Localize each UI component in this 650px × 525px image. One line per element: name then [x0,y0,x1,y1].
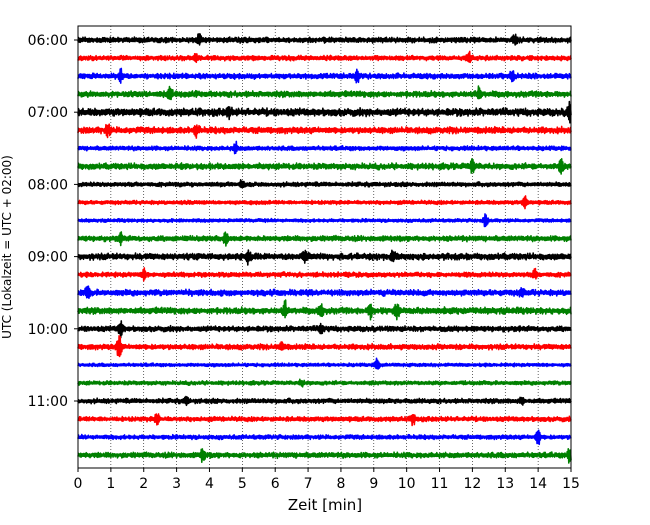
x-tick-label: 12 [463,476,481,492]
trace-row [77,123,572,139]
x-axis-label: Zeit [min] [288,496,362,514]
trace-row [77,195,572,210]
x-tick-label: 9 [369,476,378,492]
trace-row [77,231,572,247]
trace-row [77,299,572,321]
x-tick-label: 6 [271,476,280,492]
trace-row [77,100,572,124]
x-tick-label: 10 [398,476,416,492]
x-tick-label: 7 [304,476,313,492]
trace-row [77,429,572,446]
trace-row [77,85,572,101]
y-tick-label: 07:00 [28,105,68,121]
x-tick-label: 14 [529,476,547,492]
x-tick-label: 5 [238,476,247,492]
trace-row [77,33,572,46]
y-axis-ticks: 06:00 07:00 08:00 09:00 10:00 11:00 [28,33,78,410]
y-tick-label: 10:00 [28,322,68,338]
x-tick-label: 15 [562,476,580,492]
y-tick-label: 09:00 [28,250,68,266]
plot-frame [77,25,572,469]
x-tick-label: 8 [336,476,345,492]
y-tick-label: 06:00 [28,33,68,49]
x-tick-label: 0 [74,476,83,492]
trace-row [77,320,572,339]
trace-row [77,357,572,370]
x-tick-label: 13 [496,476,514,492]
trace-row [77,140,572,155]
x-tick-label: 1 [106,476,115,492]
trace-row [77,267,572,282]
trace-row [77,395,572,407]
trace-rows [77,33,572,464]
trace-row [77,447,572,464]
trace-row [77,285,572,299]
y-tick-label: 11:00 [28,394,68,410]
x-tick-label: 3 [172,476,181,492]
y-tick-label: 08:00 [28,177,68,193]
x-tick-label: 4 [205,476,214,492]
trace-row [77,249,572,266]
x-axis-ticks: 0 1 2 3 4 5 6 7 8 9 10 11 12 13 14 15 [74,468,580,492]
x-tick-label: 11 [431,476,449,492]
y-axis-label: UTC (Lokalzeit = UTC + 02:00) [0,155,14,339]
x-tick-label: 2 [139,476,148,492]
trace-row [77,378,572,388]
trace-row [77,50,572,64]
trace-row [77,157,572,175]
trace-row [77,213,572,228]
trace-row [77,179,572,189]
trace-row [77,413,572,427]
trace-row [77,67,572,84]
trace-row [77,335,572,358]
